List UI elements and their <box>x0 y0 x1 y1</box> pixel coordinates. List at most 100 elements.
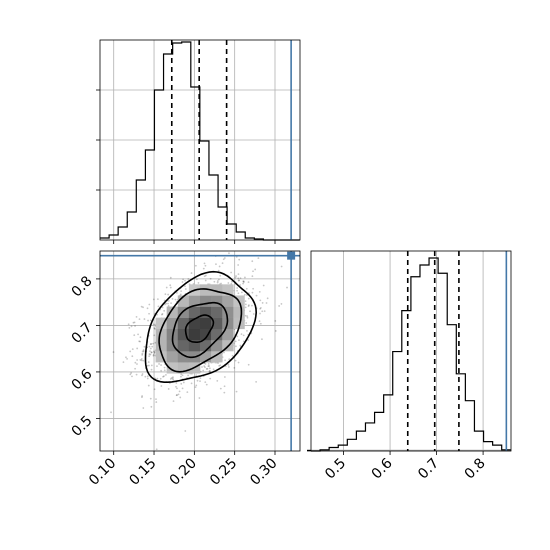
sample-point <box>218 364 221 367</box>
sample-point <box>238 339 240 342</box>
sample-point <box>236 335 239 338</box>
sample-point <box>155 398 157 401</box>
sample-point <box>244 276 246 279</box>
sample-point <box>227 366 230 368</box>
sample-point <box>245 287 248 290</box>
density-cell <box>177 306 190 318</box>
contour-line <box>158 288 243 373</box>
sample-point <box>172 376 174 379</box>
sample-point <box>197 282 200 284</box>
sample-point <box>238 279 241 282</box>
sample-point <box>239 344 242 347</box>
density-cell <box>222 306 234 318</box>
sample-point <box>252 270 254 273</box>
sample-point <box>131 355 134 358</box>
sample-point <box>201 366 203 368</box>
sample-point <box>130 325 133 328</box>
sample-point <box>151 345 154 348</box>
sample-point <box>195 384 198 387</box>
sample-point <box>231 280 233 283</box>
sample-point <box>153 351 156 353</box>
sample-point <box>135 373 138 376</box>
sample-point <box>146 307 149 310</box>
density-cell <box>177 317 190 330</box>
sample-point <box>148 353 151 355</box>
quantile-lines <box>170 40 228 240</box>
sample-point <box>156 365 158 368</box>
sample-point <box>261 302 264 304</box>
density-cell <box>233 317 245 330</box>
sample-point <box>242 281 245 284</box>
sample-point <box>190 272 193 274</box>
sample-point <box>139 358 142 361</box>
sample-point <box>204 381 207 384</box>
sample-point <box>148 303 151 306</box>
contour-line <box>144 270 258 383</box>
sample-point <box>254 268 257 271</box>
sample-point <box>135 315 138 318</box>
sample-point <box>233 366 236 369</box>
sample-point <box>122 361 125 364</box>
sample-point <box>245 322 248 324</box>
sample-point <box>244 300 247 303</box>
sample-point <box>138 318 141 321</box>
density-cell <box>177 295 190 307</box>
sample-point <box>228 358 231 361</box>
sample-point <box>127 323 130 326</box>
sample-point <box>146 375 149 378</box>
sample-point <box>205 368 208 370</box>
axes-frame <box>310 250 512 452</box>
sample-point <box>244 314 247 317</box>
sample-point <box>141 373 144 375</box>
sample-point <box>172 400 175 402</box>
sample-point <box>247 297 250 300</box>
x-tick-label: 0.8 <box>462 455 489 482</box>
sample-point <box>235 345 237 348</box>
sample-point <box>219 274 222 277</box>
sample-point <box>159 377 162 380</box>
sample-point <box>177 393 180 396</box>
density-cell <box>166 306 179 318</box>
sample-point <box>147 361 150 363</box>
sample-point <box>160 369 163 372</box>
sample-point <box>152 354 155 357</box>
sample-point <box>223 351 225 354</box>
sample-point <box>167 302 169 305</box>
sample-point <box>152 350 155 353</box>
sample-point <box>148 312 150 315</box>
density-cell <box>177 362 190 374</box>
contour-line <box>171 301 229 359</box>
sample-point <box>184 288 187 290</box>
density-cell <box>222 295 234 307</box>
sample-point <box>262 284 265 287</box>
density-cell <box>188 295 201 307</box>
grid-lines <box>100 40 300 240</box>
sample-point <box>223 257 226 259</box>
density-cell <box>222 284 234 296</box>
sample-point <box>223 385 226 388</box>
density-cell <box>200 351 212 363</box>
sample-point <box>131 348 134 351</box>
sample-point <box>198 397 201 399</box>
density-cell <box>211 339 223 352</box>
sample-point <box>196 379 199 382</box>
density-cell <box>177 351 190 363</box>
sample-point <box>155 401 158 403</box>
sample-point <box>138 340 141 343</box>
density-cell <box>211 306 223 318</box>
sample-point <box>143 345 146 348</box>
histogram-series <box>311 257 511 452</box>
x-tick-label: 0.6 <box>369 455 396 482</box>
sample-point <box>252 313 255 315</box>
sample-point <box>259 322 262 325</box>
axes-frame <box>99 250 301 452</box>
sample-point <box>217 362 220 364</box>
sample-point <box>259 307 262 310</box>
sample-point <box>223 391 226 394</box>
sample-point <box>163 366 166 369</box>
sample-point <box>163 309 166 312</box>
sample-point <box>230 271 233 274</box>
sample-point <box>136 363 138 365</box>
sample-point <box>164 293 167 296</box>
